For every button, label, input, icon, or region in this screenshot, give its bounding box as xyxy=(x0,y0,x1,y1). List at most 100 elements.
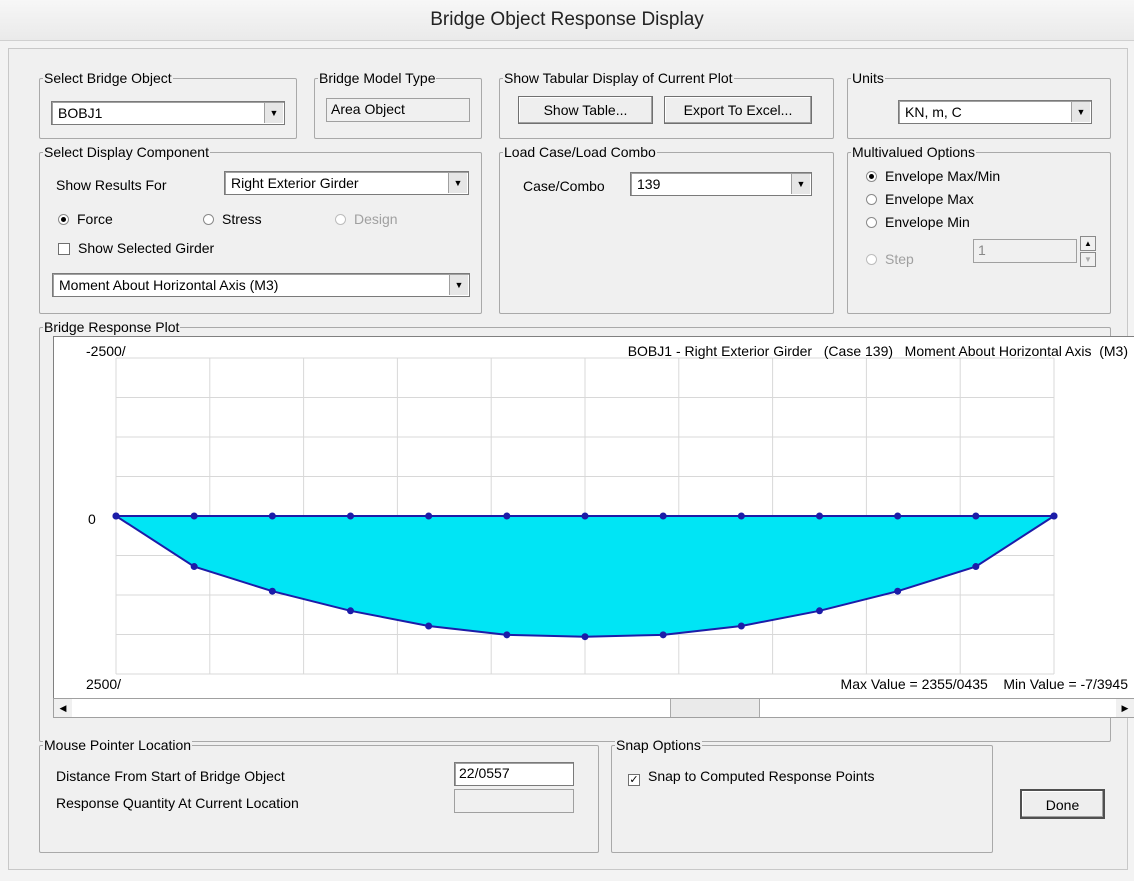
radio-selected-icon xyxy=(866,171,877,182)
distance-field[interactable]: 22/0557 xyxy=(454,762,574,786)
response-quantity-label: Response Quantity At Current Location xyxy=(56,795,299,811)
radio-selected-icon xyxy=(58,214,69,225)
envelope-max-radio[interactable]: Envelope Max xyxy=(866,191,974,207)
response-area xyxy=(116,516,1054,637)
show-table-button[interactable]: Show Table... xyxy=(518,96,653,124)
response-point xyxy=(659,631,667,639)
response-point xyxy=(347,512,354,520)
envelope-max-label: Envelope Max xyxy=(885,191,974,207)
bridge-object-value: BOBJ1 xyxy=(58,105,103,121)
envelope-min-radio[interactable]: Envelope Min xyxy=(866,214,970,230)
bridge-response-plot-group: Bridge Response Plot xyxy=(39,319,1111,742)
envelope-min-label: Envelope Min xyxy=(885,214,970,230)
dialog-body: Select Bridge Object BOBJ1 ▼ Bridge Mode… xyxy=(8,48,1134,870)
checkbox-empty-icon xyxy=(58,243,70,255)
response-point xyxy=(425,622,433,630)
response-point xyxy=(503,631,511,639)
case-combo-dropdown[interactable]: 139 ▼ xyxy=(630,172,812,196)
select-bridge-object-legend: Select Bridge Object xyxy=(43,70,173,86)
checkmark-icon: ✓ xyxy=(628,774,640,786)
response-point xyxy=(659,512,667,520)
radio-empty-icon xyxy=(335,214,346,225)
response-point xyxy=(816,607,823,615)
chevron-down-icon[interactable]: ▼ xyxy=(1071,102,1090,122)
scroll-thumb[interactable] xyxy=(670,699,760,717)
force-radio[interactable]: Force xyxy=(58,211,113,227)
export-to-excel-button[interactable]: Export To Excel... xyxy=(664,96,812,124)
snap-label: Snap to Computed Response Points xyxy=(648,768,875,784)
y-axis-top-label: -2500/ xyxy=(86,343,126,359)
envelope-max-min-radio[interactable]: Envelope Max/Min xyxy=(866,168,1000,184)
response-quantity-field xyxy=(454,789,574,813)
component-dropdown[interactable]: Moment About Horizontal Axis (M3) ▼ xyxy=(52,273,470,297)
max-min-value-text: Max Value = 2355/0435 Min Value = -7/394… xyxy=(840,676,1128,692)
multivalued-legend: Multivalued Options xyxy=(851,144,976,160)
response-point xyxy=(268,512,276,520)
radio-empty-icon xyxy=(203,214,214,225)
step-value-field: 1 xyxy=(973,239,1077,263)
tabular-display-legend: Show Tabular Display of Current Plot xyxy=(503,70,734,86)
response-point xyxy=(268,587,276,595)
select-bridge-object-group: Select Bridge Object BOBJ1 ▼ xyxy=(39,70,297,139)
scroll-right-icon[interactable]: ▶ xyxy=(1116,699,1134,717)
y-axis-zero-label: 0 xyxy=(88,511,96,527)
tabular-display-group: Show Tabular Display of Current Plot Sho… xyxy=(499,70,834,139)
response-point xyxy=(112,512,120,520)
response-point xyxy=(503,512,511,520)
response-point xyxy=(894,512,902,520)
units-dropdown[interactable]: KN, m, C ▼ xyxy=(898,100,1092,124)
show-results-label: Show Results For xyxy=(56,177,167,193)
show-results-dropdown[interactable]: Right Exterior Girder ▼ xyxy=(224,171,469,195)
response-point xyxy=(737,622,745,630)
case-combo-label: Case/Combo xyxy=(523,178,605,194)
envelope-max-min-label: Envelope Max/Min xyxy=(885,168,1001,184)
response-plot-svg xyxy=(112,357,1058,675)
plot-horizontal-scrollbar[interactable]: ◀ ▶ xyxy=(53,698,1134,718)
snap-options-legend: Snap Options xyxy=(615,737,702,753)
radio-empty-icon xyxy=(866,217,877,228)
chevron-down-icon[interactable]: ▼ xyxy=(449,275,468,295)
response-point xyxy=(737,512,745,520)
design-radio-label: Design xyxy=(354,211,398,227)
response-point xyxy=(972,512,980,520)
case-combo-value: 139 xyxy=(637,176,661,192)
bridge-object-dropdown[interactable]: BOBJ1 ▼ xyxy=(51,101,285,125)
load-case-group: Load Case/Load Combo Case/Combo 139 ▼ xyxy=(499,144,834,314)
show-selected-girder-checkbox[interactable]: Show Selected Girder xyxy=(58,240,214,256)
multivalued-group: Multivalued Options Envelope Max/Min Env… xyxy=(847,144,1111,314)
spin-up-icon: ▲ xyxy=(1080,236,1096,251)
response-point xyxy=(894,587,902,595)
bridge-model-type-group: Bridge Model Type Area Object xyxy=(314,70,482,139)
radio-empty-icon xyxy=(866,254,877,265)
response-plot-canvas[interactable]: -2500/ 0 2500/ BOBJ1 - Right Exterior Gi… xyxy=(53,336,1134,700)
radio-empty-icon xyxy=(866,194,877,205)
mouse-pointer-group: Mouse Pointer Location Distance From Sta… xyxy=(39,737,599,853)
step-radio: Step xyxy=(866,251,914,267)
window-title: Bridge Object Response Display xyxy=(0,0,1134,41)
display-component-group: Select Display Component Show Results Fo… xyxy=(39,144,482,314)
scroll-left-icon[interactable]: ◀ xyxy=(54,699,72,717)
chevron-down-icon[interactable]: ▼ xyxy=(791,174,810,194)
chevron-down-icon[interactable]: ▼ xyxy=(264,103,283,123)
design-radio: Design xyxy=(335,211,398,227)
stress-radio-label: Stress xyxy=(222,211,262,227)
force-radio-label: Force xyxy=(77,211,113,227)
component-value: Moment About Horizontal Axis (M3) xyxy=(59,277,279,293)
plot-header: BOBJ1 - Right Exterior Girder (Case 139)… xyxy=(627,343,1128,359)
stress-radio[interactable]: Stress xyxy=(203,211,262,227)
show-selected-girder-label: Show Selected Girder xyxy=(78,240,215,256)
snap-options-group: Snap Options ✓ Snap to Computed Response … xyxy=(611,737,993,853)
response-point xyxy=(425,512,433,520)
snap-checkbox[interactable]: ✓ Snap to Computed Response Points xyxy=(628,768,874,786)
units-legend: Units xyxy=(851,70,885,86)
response-point xyxy=(972,563,980,571)
mouse-pointer-legend: Mouse Pointer Location xyxy=(43,737,193,753)
done-button[interactable]: Done xyxy=(1020,789,1105,819)
show-results-value: Right Exterior Girder xyxy=(231,175,359,191)
step-spinner: ▲ ▼ xyxy=(1080,236,1096,267)
display-component-legend: Select Display Component xyxy=(43,144,210,160)
units-group: Units KN, m, C ▼ xyxy=(847,70,1111,139)
distance-label: Distance From Start of Bridge Object xyxy=(56,768,285,784)
chevron-down-icon[interactable]: ▼ xyxy=(448,173,467,193)
bridge-model-type-field: Area Object xyxy=(326,98,470,122)
